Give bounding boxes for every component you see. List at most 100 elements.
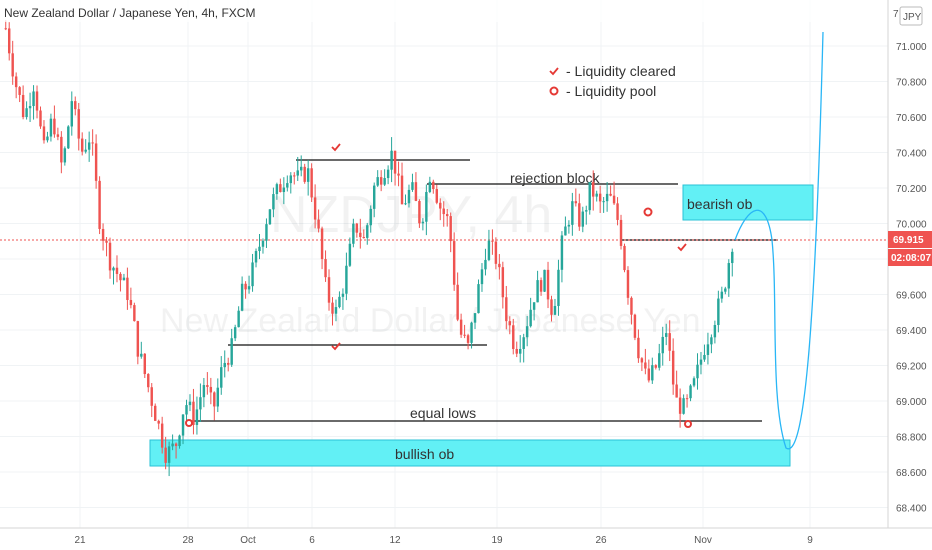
bearish-ob-zone[interactable]	[682, 184, 814, 221]
candle-body	[661, 336, 664, 354]
candle-body	[671, 350, 675, 385]
candle-body	[213, 392, 216, 407]
symbol-title[interactable]: New Zealand Dollar / Japanese Yen, 4h, F…	[4, 6, 255, 20]
candle-body	[331, 302, 334, 314]
candle-body	[678, 397, 682, 414]
candle-body	[129, 299, 133, 306]
candle-body	[67, 126, 70, 149]
candle-body	[254, 251, 258, 263]
candle-body	[209, 386, 213, 393]
time-tick-label: 26	[595, 535, 607, 546]
candle-body	[439, 202, 442, 209]
candle-body	[508, 321, 512, 326]
price-tick-label: 70.600	[896, 113, 927, 124]
candle-body	[258, 246, 261, 252]
candle-body	[518, 348, 522, 354]
candle-body	[452, 241, 456, 285]
candle-body	[282, 187, 286, 193]
candle-body	[372, 185, 376, 209]
candle-body	[567, 224, 571, 227]
liquidity-pool-marker	[643, 207, 653, 217]
candle-body	[591, 182, 595, 197]
candle-body	[247, 286, 251, 290]
candle-body	[28, 106, 32, 109]
candle-body	[306, 168, 310, 182]
candle-body	[42, 126, 46, 141]
candle-body	[313, 197, 317, 220]
candle-body	[626, 270, 630, 298]
candle-body	[272, 194, 275, 210]
candle-body	[560, 235, 564, 270]
candle-body	[160, 423, 164, 448]
candle-body	[140, 353, 143, 357]
candle-body	[699, 359, 703, 365]
candle-body	[46, 136, 49, 141]
candle-body	[220, 367, 223, 388]
price-tick-label: 69.200	[896, 362, 927, 373]
bullish-ob-zone[interactable]	[149, 439, 791, 467]
candle-body	[713, 325, 717, 338]
time-axis[interactable]: 21 28 Oct 6 12 19 26 Nov 9	[74, 535, 813, 546]
candle-body	[574, 201, 578, 204]
candle-body	[404, 203, 407, 205]
time-axis-bg	[0, 528, 932, 550]
candle-body	[338, 296, 341, 308]
candle-body	[181, 414, 185, 436]
candle-body	[459, 319, 463, 335]
candle-body	[418, 200, 421, 224]
candle-body	[362, 237, 366, 239]
candle-body	[379, 177, 383, 185]
candle-body	[487, 240, 491, 260]
candle-body	[400, 175, 404, 205]
candle-body	[470, 322, 473, 343]
candle-body	[147, 374, 150, 388]
price-tick-label: 69.000	[896, 397, 927, 408]
candle-body	[202, 385, 206, 398]
candle-body	[692, 378, 696, 386]
candle-body	[494, 241, 498, 264]
candle-body	[237, 310, 240, 328]
candle-body	[136, 321, 140, 357]
candle-body	[539, 280, 543, 292]
candle-body	[703, 354, 706, 360]
candle-body	[644, 362, 647, 369]
candle-body	[122, 277, 126, 281]
currency-badge[interactable]	[899, 6, 923, 26]
candle-body	[731, 251, 734, 264]
candle-body	[74, 101, 77, 110]
candle-body	[240, 283, 244, 311]
rejection-block-label: rejection block	[510, 170, 600, 186]
candle-body	[498, 263, 501, 268]
candle-body	[53, 118, 56, 135]
bullish-ob-label: bullish ob	[395, 446, 454, 462]
candle-body	[484, 259, 487, 270]
candle-body	[199, 397, 202, 410]
price-tick-label: 71.000	[896, 42, 927, 53]
check-icon	[549, 67, 559, 76]
candle-body	[557, 269, 560, 306]
candle-body	[397, 173, 400, 176]
candle-body	[18, 87, 21, 95]
candle-body	[696, 364, 699, 379]
candle-body	[588, 182, 591, 211]
projection-path[interactable]	[734, 31, 824, 450]
candle-body	[689, 385, 692, 399]
liquidity-pool-marker	[185, 419, 193, 427]
watermark-name: New Zealand Dollar / Japanese Yen	[160, 302, 701, 340]
candle-body	[35, 91, 39, 111]
candle-body	[710, 337, 713, 345]
candle-body	[126, 277, 129, 300]
candle-body	[230, 338, 233, 365]
price-axis[interactable]: 71.00070.80070.60070.40070.20070.00069.8…	[896, 42, 927, 515]
candle-body	[223, 362, 226, 368]
candle-body	[70, 101, 74, 127]
candle-body	[226, 362, 230, 365]
candle-body	[355, 223, 359, 233]
candle-body	[532, 302, 536, 310]
candle-body	[407, 189, 411, 204]
candle-body	[345, 265, 348, 294]
candle-body	[717, 298, 720, 326]
price-tick-label: 70.400	[896, 149, 927, 160]
candle-body	[449, 216, 452, 242]
